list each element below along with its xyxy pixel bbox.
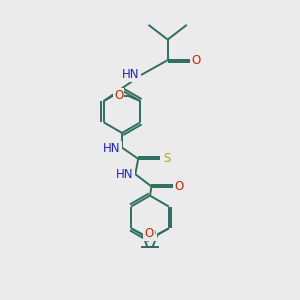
Text: HN: HN — [103, 142, 121, 155]
Text: HN: HN — [122, 68, 140, 81]
Text: O: O — [175, 180, 184, 193]
Text: O: O — [114, 89, 123, 102]
Text: HN: HN — [116, 168, 134, 181]
Text: O: O — [144, 227, 154, 240]
Text: O: O — [146, 227, 156, 240]
Text: O: O — [192, 54, 201, 67]
Text: S: S — [163, 152, 170, 165]
